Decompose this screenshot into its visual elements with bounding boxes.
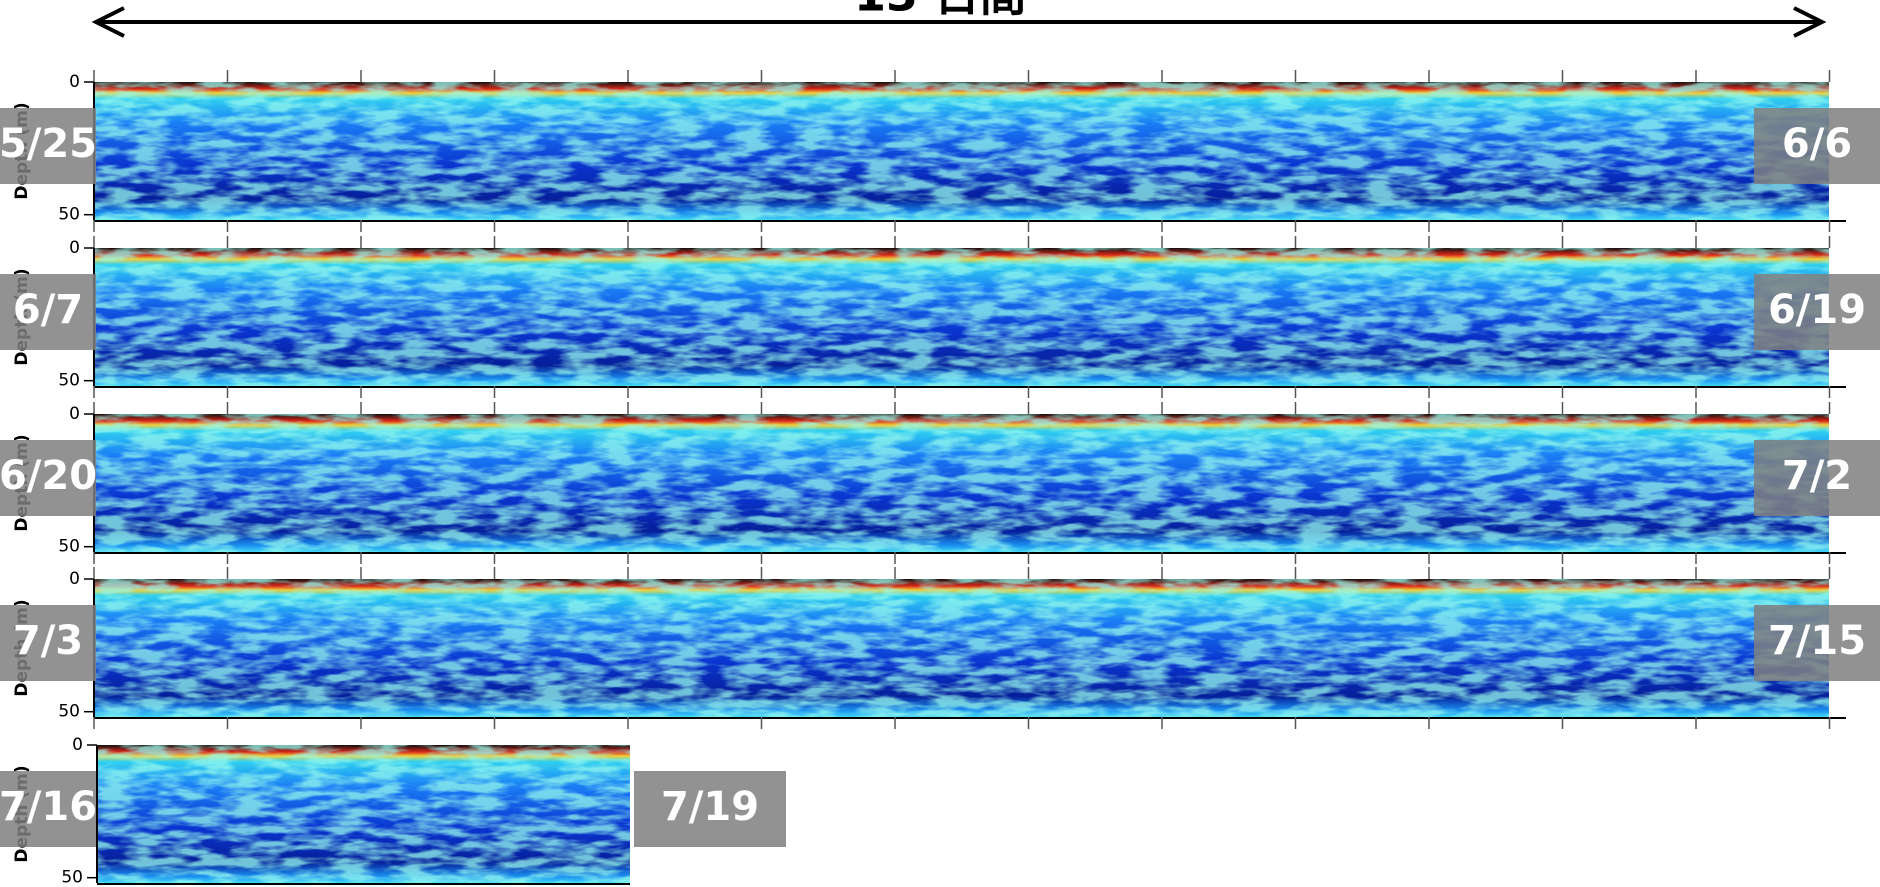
depth-tick-label: 50 bbox=[58, 205, 80, 225]
end-date: 7/19 bbox=[661, 784, 759, 830]
depth-tick-label: 50 bbox=[58, 702, 80, 722]
start-date: 7/3 bbox=[13, 618, 83, 664]
depth-tick-label: 50 bbox=[58, 371, 80, 391]
echogram-texture bbox=[94, 248, 1829, 386]
end-date: 6/19 bbox=[1768, 287, 1866, 333]
title: 13 日間 bbox=[854, 0, 1026, 22]
depth-tick-label: 0 bbox=[69, 72, 80, 92]
start-date: 7/16 bbox=[0, 784, 97, 830]
echogram-texture bbox=[94, 82, 1829, 220]
start-date: 6/7 bbox=[13, 287, 83, 333]
end-date: 7/2 bbox=[1782, 453, 1852, 499]
end-date: 6/6 bbox=[1782, 121, 1852, 167]
echogram-texture bbox=[94, 579, 1829, 717]
echogram-panel: 050Depth (m)5/256/6 bbox=[0, 70, 1880, 232]
depth-tick-label: 50 bbox=[61, 868, 83, 887]
echogram-panel: 050Depth (m)6/207/2 bbox=[0, 402, 1880, 564]
end-date: 7/15 bbox=[1768, 618, 1866, 664]
start-date: 6/20 bbox=[0, 453, 97, 499]
figure: 13 日間 050Depth (m)5/256/6050Depth (m)6/7… bbox=[0, 0, 1880, 887]
depth-tick-label: 0 bbox=[69, 569, 80, 589]
echogram-panel: 050Depth (m)7/167/19 bbox=[0, 735, 786, 887]
depth-tick-label: 0 bbox=[69, 404, 80, 424]
echogram-texture bbox=[94, 414, 1829, 552]
depth-tick-label: 0 bbox=[72, 735, 83, 755]
echogram-texture bbox=[97, 745, 630, 883]
depth-tick-label: 0 bbox=[69, 238, 80, 258]
depth-tick-label: 50 bbox=[58, 537, 80, 557]
echogram-panel: 050Depth (m)6/76/19 bbox=[0, 236, 1880, 398]
start-date: 5/25 bbox=[0, 121, 97, 167]
echogram-panel: 050Depth (m)7/37/15 bbox=[0, 567, 1880, 729]
